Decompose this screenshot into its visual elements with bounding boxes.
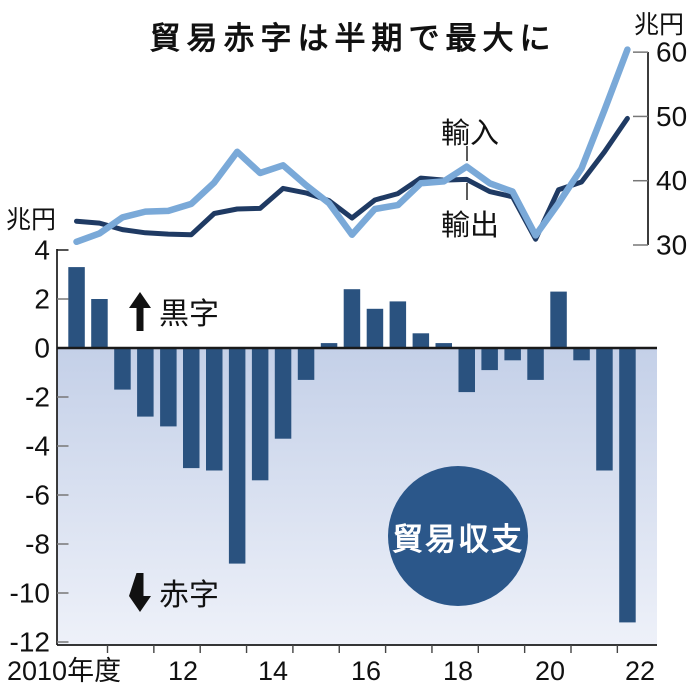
bar-2014H2: [274, 348, 292, 439]
up-arrow-icon: [129, 291, 151, 331]
bar-2018H1: [435, 343, 452, 348]
imports-line: [73, 46, 631, 246]
bar-2022H1: [619, 348, 636, 623]
right-axis-label: 30: [656, 230, 687, 261]
bar-2014H1: [251, 348, 269, 481]
bar-2021H1: [573, 348, 590, 361]
axes: [56, 51, 657, 653]
bar-2011H1: [114, 348, 131, 390]
left-axis-label: -6: [25, 480, 50, 511]
x-axis-label: 14: [258, 656, 288, 686]
bar-2018H2: [458, 348, 475, 393]
imports-series-label: 輸入: [440, 118, 499, 150]
bar-2015H1: [297, 348, 315, 380]
bar-2021H2: [596, 348, 613, 471]
surplus-annotation: 黒字: [129, 289, 219, 333]
bar-2019H2: [504, 348, 521, 361]
bar-2010H1: [68, 267, 85, 348]
right-axis-label: 40: [656, 165, 687, 196]
exports-line: [74, 115, 630, 242]
bar-2013H1: [206, 348, 223, 471]
exports-series-label: 輸出: [440, 210, 499, 242]
x-axis-label: 16: [351, 656, 381, 686]
left-axis-label: -8: [25, 529, 50, 560]
bar-2012H1: [160, 348, 177, 427]
bar-2012H2: [183, 348, 200, 469]
left-axis-label: -10: [10, 578, 50, 609]
x-axis-label: 22: [625, 656, 655, 686]
trade-balance-badge: 貿易収支: [388, 466, 528, 606]
right-axis-label: 50: [656, 101, 687, 132]
bar-2020H1: [527, 348, 544, 380]
bar-2019H1: [481, 348, 498, 371]
bar-2020H2: [550, 291, 567, 348]
deficit-annotation-text: 赤字: [159, 579, 219, 612]
left-axis-label: 0: [34, 333, 50, 364]
left-axis-label: -4: [25, 431, 50, 462]
chart-title: 貿易赤字は半期で最大に: [149, 21, 557, 56]
trade-balance-badge-label: 貿易収支: [392, 521, 524, 557]
bar-2010H2: [91, 299, 108, 348]
right-axis-label: 60: [656, 37, 687, 68]
trade-balance-bars: [68, 267, 636, 623]
x-axis-label: 20: [535, 656, 565, 686]
bar-2011H2: [137, 348, 154, 417]
left-axis-label: 4: [34, 235, 50, 266]
bar-2013H2: [228, 348, 246, 564]
bar-2016H2: [366, 308, 384, 348]
right-axis-unit-label: 兆円: [634, 11, 685, 39]
x-axis-label: 2010年度: [7, 656, 121, 686]
bar-2017H1: [389, 301, 407, 348]
bar-2016H1: [343, 289, 361, 348]
bar-2015H2: [320, 343, 338, 348]
left-axis-label: -12: [10, 627, 50, 658]
x-axis-label: 18: [443, 656, 473, 686]
left-axis-label: -2: [25, 382, 50, 413]
x-axis-label: 12: [168, 656, 198, 686]
left-axis-label: 2: [34, 284, 50, 315]
deficit-annotation: 赤字: [129, 570, 219, 614]
surplus-annotation-text: 黒字: [159, 298, 219, 331]
bar-2017H2: [412, 333, 430, 348]
down-arrow-icon: [129, 572, 151, 612]
left-axis-unit-label: 兆円: [6, 206, 57, 234]
deficit-gradient-area: [57, 348, 657, 645]
